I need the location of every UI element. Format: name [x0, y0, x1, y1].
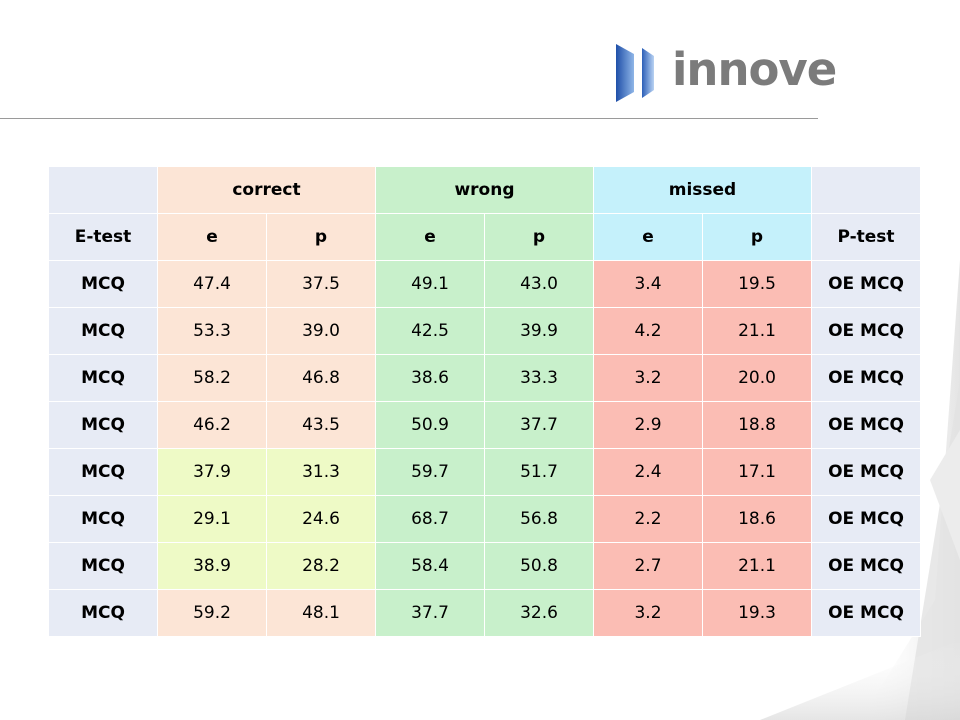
cell-missed-p: 18.6 [702, 495, 812, 543]
row-label-left: MCQ [48, 260, 158, 308]
row-label-right: OE MCQ [811, 448, 921, 496]
cell-wrong-e: 37.7 [375, 589, 485, 637]
header-wrong-p: p [484, 213, 594, 261]
cell-correct-e: 29.1 [157, 495, 267, 543]
row-label-left: MCQ [48, 495, 158, 543]
cell-missed-p: 20.0 [702, 354, 812, 402]
row-label-right: OE MCQ [811, 542, 921, 590]
row-label-right: OE MCQ [811, 260, 921, 308]
cell-missed-e: 3.4 [593, 260, 703, 308]
row-label-right: OE MCQ [811, 495, 921, 543]
logo-text: innove [672, 43, 837, 96]
table-row: MCQ 46.2 43.5 50.9 37.7 2.9 18.8 OE MCQ [48, 401, 921, 449]
cell-wrong-p: 51.7 [484, 448, 594, 496]
table-row: MCQ 37.9 31.3 59.7 51.7 2.4 17.1 OE MCQ [48, 448, 921, 496]
cell-wrong-e: 38.6 [375, 354, 485, 402]
cell-wrong-e: 68.7 [375, 495, 485, 543]
table-row: MCQ 38.9 28.2 58.4 50.8 2.7 21.1 OE MCQ [48, 542, 921, 590]
header-wrong: wrong [375, 166, 594, 214]
row-label-left: MCQ [48, 307, 158, 355]
cell-missed-e: 3.2 [593, 354, 703, 402]
cell-missed-p: 17.1 [702, 448, 812, 496]
cell-missed-e: 4.2 [593, 307, 703, 355]
cell-wrong-p: 50.8 [484, 542, 594, 590]
cell-correct-e: 37.9 [157, 448, 267, 496]
logo-mark-icon [616, 44, 654, 102]
row-label-left: MCQ [48, 589, 158, 637]
table-row: MCQ 59.2 48.1 37.7 32.6 3.2 19.3 OE MCQ [48, 589, 921, 637]
cell-correct-e: 58.2 [157, 354, 267, 402]
row-label-right: OE MCQ [811, 354, 921, 402]
cell-correct-p: 24.6 [266, 495, 376, 543]
cell-wrong-p: 39.9 [484, 307, 594, 355]
row-label-right: OE MCQ [811, 401, 921, 449]
cell-missed-p: 21.1 [702, 542, 812, 590]
cell-missed-e: 3.2 [593, 589, 703, 637]
header-correct-p: p [266, 213, 376, 261]
table-row: MCQ 58.2 46.8 38.6 33.3 3.2 20.0 OE MCQ [48, 354, 921, 402]
cell-missed-e: 2.4 [593, 448, 703, 496]
cell-wrong-e: 50.9 [375, 401, 485, 449]
cell-missed-p: 21.1 [702, 307, 812, 355]
corner-cell-right [811, 166, 921, 214]
cell-correct-e: 46.2 [157, 401, 267, 449]
cell-correct-p: 28.2 [266, 542, 376, 590]
cell-wrong-p: 56.8 [484, 495, 594, 543]
cell-correct-e: 47.4 [157, 260, 267, 308]
cell-wrong-p: 43.0 [484, 260, 594, 308]
corner-cell [48, 166, 158, 214]
group-header-row: correct wrong missed [48, 166, 921, 214]
cell-correct-p: 37.5 [266, 260, 376, 308]
row-label-right: OE MCQ [811, 307, 921, 355]
header-missed: missed [593, 166, 812, 214]
row-label-right: OE MCQ [811, 589, 921, 637]
header-wrong-e: e [375, 213, 485, 261]
cell-wrong-p: 32.6 [484, 589, 594, 637]
row-label-left: MCQ [48, 401, 158, 449]
cell-wrong-e: 42.5 [375, 307, 485, 355]
cell-correct-e: 53.3 [157, 307, 267, 355]
header-missed-e: e [593, 213, 703, 261]
innove-logo: innove [614, 40, 837, 106]
cell-correct-p: 39.0 [266, 307, 376, 355]
row-label-left: MCQ [48, 542, 158, 590]
header-e-test: E-test [48, 213, 158, 261]
cell-correct-e: 38.9 [157, 542, 267, 590]
cell-wrong-e: 58.4 [375, 542, 485, 590]
sub-header-row: E-test e p e p e p P-test [48, 213, 921, 261]
cell-correct-e: 59.2 [157, 589, 267, 637]
cell-correct-p: 43.5 [266, 401, 376, 449]
cell-wrong-p: 37.7 [484, 401, 594, 449]
table-row: MCQ 29.1 24.6 68.7 56.8 2.2 18.6 OE MCQ [48, 495, 921, 543]
row-label-left: MCQ [48, 448, 158, 496]
cell-correct-p: 48.1 [266, 589, 376, 637]
cell-missed-e: 2.9 [593, 401, 703, 449]
table-row: MCQ 53.3 39.0 42.5 39.9 4.2 21.1 OE MCQ [48, 307, 921, 355]
cell-wrong-p: 33.3 [484, 354, 594, 402]
cell-missed-e: 2.2 [593, 495, 703, 543]
cell-missed-p: 19.5 [702, 260, 812, 308]
header-p-test: P-test [811, 213, 921, 261]
results-table: correct wrong missed E-test e p e p e p … [48, 166, 921, 637]
header-missed-p: p [702, 213, 812, 261]
cell-missed-p: 18.8 [702, 401, 812, 449]
table-row: MCQ 47.4 37.5 49.1 43.0 3.4 19.5 OE MCQ [48, 260, 921, 308]
cell-missed-p: 19.3 [702, 589, 812, 637]
cell-wrong-e: 49.1 [375, 260, 485, 308]
header-correct: correct [157, 166, 376, 214]
cell-correct-p: 46.8 [266, 354, 376, 402]
header-rule [0, 118, 818, 119]
header-correct-e: e [157, 213, 267, 261]
cell-correct-p: 31.3 [266, 448, 376, 496]
row-label-left: MCQ [48, 354, 158, 402]
cell-missed-e: 2.7 [593, 542, 703, 590]
cell-wrong-e: 59.7 [375, 448, 485, 496]
